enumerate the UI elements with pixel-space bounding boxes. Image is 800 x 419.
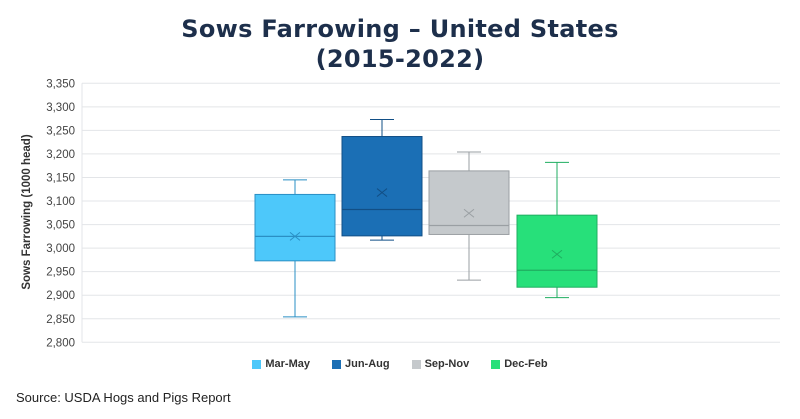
y-tick-label: 3,050 (46, 220, 75, 232)
source-note: Source: USDA Hogs and Pigs Report (16, 390, 231, 405)
y-tick-label: 2,950 (46, 267, 75, 279)
y-tick-label: 3,200 (46, 149, 75, 161)
legend-label: Mar-May (265, 358, 310, 370)
y-tick-label: 2,800 (46, 337, 75, 349)
y-tick-label: 3,250 (46, 125, 75, 137)
legend-item: Dec-Feb (491, 358, 548, 370)
box-iqr (341, 136, 423, 237)
y-tick-label: 3,350 (46, 78, 75, 90)
chart-title-line1: Sows Farrowing – United States (181, 15, 619, 43)
y-tick-label: 3,150 (46, 172, 75, 184)
mean-marker (376, 188, 388, 197)
mean-marker (463, 208, 475, 218)
legend-item: Jun-Aug (331, 358, 390, 370)
chart-title-line2: (2015-2022) (315, 45, 485, 73)
y-tick-label: 3,100 (46, 196, 75, 208)
mean-marker (551, 249, 563, 259)
legend-swatch (331, 359, 341, 369)
y-tick-label: 3,300 (46, 102, 75, 114)
legend-label: Sep-Nov (424, 358, 470, 370)
y-tick-label: 2,850 (46, 314, 75, 326)
legend-item: Sep-Nov (411, 358, 470, 370)
legend-swatch (491, 359, 501, 369)
legend-label: Jun-Aug (344, 358, 390, 370)
legend-swatch (252, 359, 262, 369)
box-iqr (254, 193, 336, 262)
box-iqr (428, 170, 510, 235)
mean-marker (289, 231, 301, 241)
box-dec-feb (516, 161, 598, 299)
box-mar-may (254, 179, 336, 318)
y-tick-label: 3,000 (46, 243, 75, 255)
box-jun-aug (341, 119, 423, 241)
y-tick-label: 2,900 (46, 290, 75, 302)
box-sep-nov (428, 151, 510, 281)
y-axis-label: Sows Farrowing (1000 head) (21, 134, 33, 289)
legend: Mar-May Jun-Aug Sep-Nov Dec-Feb (0, 358, 800, 370)
chart-title: Sows Farrowing – United States (2015-202… (0, 14, 800, 74)
legend-item: Mar-May (252, 358, 310, 370)
legend-swatch (411, 359, 421, 369)
box-iqr (516, 214, 598, 288)
legend-label: Dec-Feb (504, 358, 548, 370)
